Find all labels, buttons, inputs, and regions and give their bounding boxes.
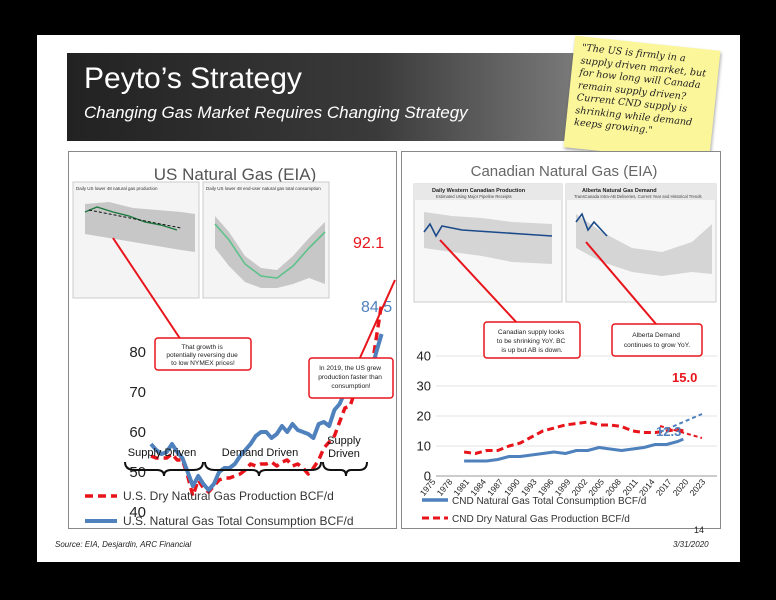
- inset-title: Daily US lower 48 natural gas production: [76, 186, 158, 191]
- inset-band: [215, 216, 325, 288]
- x-tick-label: 2005: [586, 477, 606, 498]
- x-tick-label: 1996: [536, 477, 556, 498]
- x-tick-label: 1993: [519, 477, 539, 498]
- cnd-demand-inset: Alberta Natural Gas Demand TransCanada I…: [565, 183, 717, 303]
- x-tick-label: 2017: [654, 477, 674, 498]
- consumption-series-line: [464, 437, 684, 463]
- inset-line: [84, 206, 178, 231]
- callout-demand-arrow: [585, 241, 657, 325]
- slide: Peyto’s Strategy Changing Gas Market Req…: [37, 35, 740, 562]
- x-tick-label: 1984: [468, 477, 488, 498]
- phase-supply-driven-1: Supply Driven: [128, 447, 196, 459]
- callout-supply-arrow: [439, 239, 519, 325]
- y-tick-label: 80: [129, 344, 146, 361]
- y-tick-label: 0: [424, 468, 431, 483]
- production-series-line: [150, 303, 384, 498]
- slide-title: Peyto’s Strategy: [84, 62, 302, 95]
- us-label-consumption-2019: 84.5: [361, 299, 392, 316]
- x-tick-label: 1999: [553, 477, 573, 498]
- y-tick-label: 10: [417, 438, 431, 453]
- title-bar: Peyto’s Strategy Changing Gas Market Req…: [67, 53, 627, 141]
- legend-red-label: U.S. Dry Natural Gas Production BCF/d: [123, 489, 334, 503]
- x-tick-label: 2023: [687, 477, 707, 498]
- y-tick-label: 60: [129, 424, 146, 441]
- us-series: [149, 303, 384, 498]
- slide-date: 3/31/2020: [673, 540, 709, 549]
- inset-band: [576, 214, 712, 276]
- phase-supply-driven-2: Supply: [327, 435, 361, 447]
- x-tick-label: 2020: [671, 477, 691, 498]
- phase-bracket-3: [322, 461, 368, 477]
- inset-subtitle: TransCanada Intra-AB Deliveries, Current…: [574, 194, 702, 199]
- inset-trend: [88, 209, 182, 229]
- y-tick-label: 40: [129, 504, 146, 521]
- page-number: 14: [694, 525, 705, 535]
- cnd-series: [463, 413, 703, 463]
- inset-subtitle: Estimated Using Major Pipeline Receipts: [436, 194, 512, 199]
- callout-growth-box: [154, 337, 252, 371]
- cnd-production-inset: Daily Western Canadian Production Estima…: [413, 183, 563, 303]
- cnd-chart: Canadian Natural Gas (EIA) Daily Western…: [413, 163, 717, 525]
- us-chart-title: US Natural Gas (EIA): [154, 165, 317, 184]
- production-forecast-arrow: [659, 425, 703, 439]
- production-series-line: [463, 420, 684, 455]
- x-tick-label: 1987: [485, 477, 505, 498]
- x-tick-label: 2008: [603, 477, 623, 498]
- us-chart: US Natural Gas (EIA) Daily US lower 48 n…: [72, 165, 396, 528]
- y-tick-label: 20: [417, 408, 431, 423]
- sticky-note: "The US is firmly in a supply driven mar…: [563, 35, 721, 163]
- legend-blue-label: CND Natural Gas Total Consumption BCF/d: [452, 496, 646, 507]
- legend-blue-label: U.S. Natural Gas Total Consumption BCF/d: [123, 514, 354, 528]
- callout-2019-arrow: [358, 279, 396, 361]
- x-tick-label: 1975: [418, 477, 438, 498]
- inset-title: Alberta Natural Gas Demand: [582, 188, 657, 194]
- inset-line: [214, 223, 326, 279]
- us-label-production-2019: 92.1: [353, 235, 384, 252]
- x-tick-label: 2011: [620, 477, 640, 498]
- inset-title: Daily Western Canadian Production: [432, 188, 526, 194]
- us-chart-panel: US Natural Gas (EIA) Daily US lower 48 n…: [68, 151, 397, 529]
- inset-title: Daily US lower 48 end-user natural gas t…: [206, 186, 321, 191]
- x-tick-label: 1990: [502, 477, 522, 498]
- callout-demand-box: [611, 323, 703, 357]
- y-tick-label: 50: [129, 464, 146, 481]
- y-tick-label: 30: [417, 378, 431, 393]
- callout-growth-text: That growth is potentially reversing due…: [166, 344, 239, 367]
- phase-supply-driven-2: Driven: [328, 448, 360, 460]
- cnd-chart-title: Canadian Natural Gas (EIA): [471, 163, 658, 180]
- y-tick-label: 40: [417, 348, 431, 363]
- cnd-chart-panel: Canadian Natural Gas (EIA) Daily Western…: [401, 151, 721, 529]
- x-tick-label: 2002: [569, 477, 589, 498]
- callout-2019-box: [308, 357, 394, 399]
- x-tick-label: 1978: [435, 477, 455, 498]
- cnd-label-production-2019: 15.0: [672, 370, 697, 385]
- inset-band: [85, 202, 195, 252]
- y-tick-label: 70: [129, 384, 146, 401]
- callout-supply-box: [483, 321, 581, 359]
- callout-demand-text: Alberta Demand continues to grow YoY.: [624, 332, 690, 349]
- us-production-inset: Daily US lower 48 natural gas production: [72, 181, 200, 299]
- callout-supply-text: Canadian supply looks to be shrinking Yo…: [497, 329, 567, 354]
- legend-red-label: CND Dry Natural Gas Production BCF/d: [452, 514, 630, 525]
- source-note: Source: EIA, Desjardin, ARC Financial: [55, 540, 192, 549]
- x-tick-label: 2014: [637, 477, 657, 498]
- phase-bracket-1: [124, 461, 204, 477]
- x-tick-label: 1981: [451, 477, 471, 498]
- inset-line: [575, 212, 608, 237]
- phase-bracket-2: [204, 461, 322, 477]
- inset-line: [423, 222, 553, 238]
- slide-subtitle: Changing Gas Market Requires Changing St…: [84, 103, 468, 122]
- callout-growth-arrow: [112, 237, 182, 341]
- callout-2019-text: In 2019, the US grew production faster t…: [318, 365, 384, 390]
- cnd-label-consumption-2019: 12.3: [656, 424, 681, 439]
- us-axes: 3040506070801975198019851990199520002005…: [129, 344, 146, 521]
- phase-demand-driven: Demand Driven: [222, 447, 298, 459]
- us-consumption-inset: Daily US lower 48 end-user natural gas t…: [202, 181, 330, 299]
- inset-band: [424, 212, 552, 264]
